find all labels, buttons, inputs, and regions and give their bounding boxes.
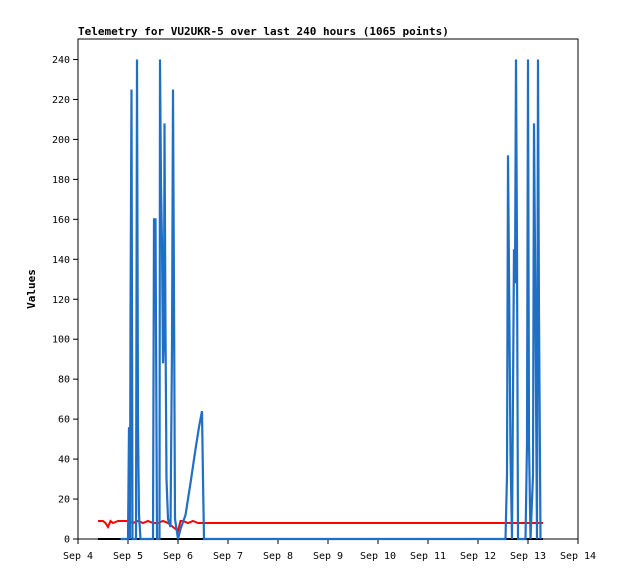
y-tick-label: 220: [52, 95, 70, 106]
y-axis-label: Values: [25, 269, 38, 309]
series-layer: [98, 59, 543, 541]
y-tick-label: 240: [52, 55, 70, 66]
y-tick-label: 120: [52, 295, 70, 306]
y-tick-label: 80: [58, 375, 70, 386]
x-tick-label: Sep 4: [63, 551, 93, 562]
x-tick-label: Sep 14: [560, 551, 596, 562]
y-tick-label: 60: [58, 415, 70, 426]
series-1-line: [98, 519, 543, 533]
x-tick-label: Sep 7: [213, 551, 243, 562]
chart-title: Telemetry for VU2UKR-5 over last 240 hou…: [78, 25, 449, 38]
y-tick-label: 140: [52, 255, 70, 266]
x-tick-label: Sep 11: [410, 551, 446, 562]
x-axis-ticks: Sep 4 Sep 5 Sep 6 Sep 7 Sep 8 Sep 9 Sep 10 Sep …: [63, 539, 596, 562]
y-tick-label: 40: [58, 455, 70, 466]
x-tick-label: Sep 6: [163, 551, 193, 562]
y-tick-label: 100: [52, 335, 70, 346]
x-tick-label: Sep 10: [360, 551, 396, 562]
y-tick-label: 180: [52, 175, 70, 186]
y-axis-ticks: 0 20 40 60 80 100 120 140 160 180 200 220 240: [52, 55, 78, 546]
x-tick-label: Sep 8: [263, 551, 293, 562]
y-tick-label: 20: [58, 495, 70, 506]
series-3-line: [120, 59, 542, 541]
x-tick-label: Sep 9: [313, 551, 343, 562]
y-tick-label: 160: [52, 215, 70, 226]
y-tick-label: 0: [64, 535, 70, 546]
x-tick-label: Sep 13: [510, 551, 546, 562]
x-tick-label: Sep 12: [460, 551, 496, 562]
y-tick-label: 200: [52, 135, 70, 146]
x-tick-label: Sep 5: [113, 551, 143, 562]
